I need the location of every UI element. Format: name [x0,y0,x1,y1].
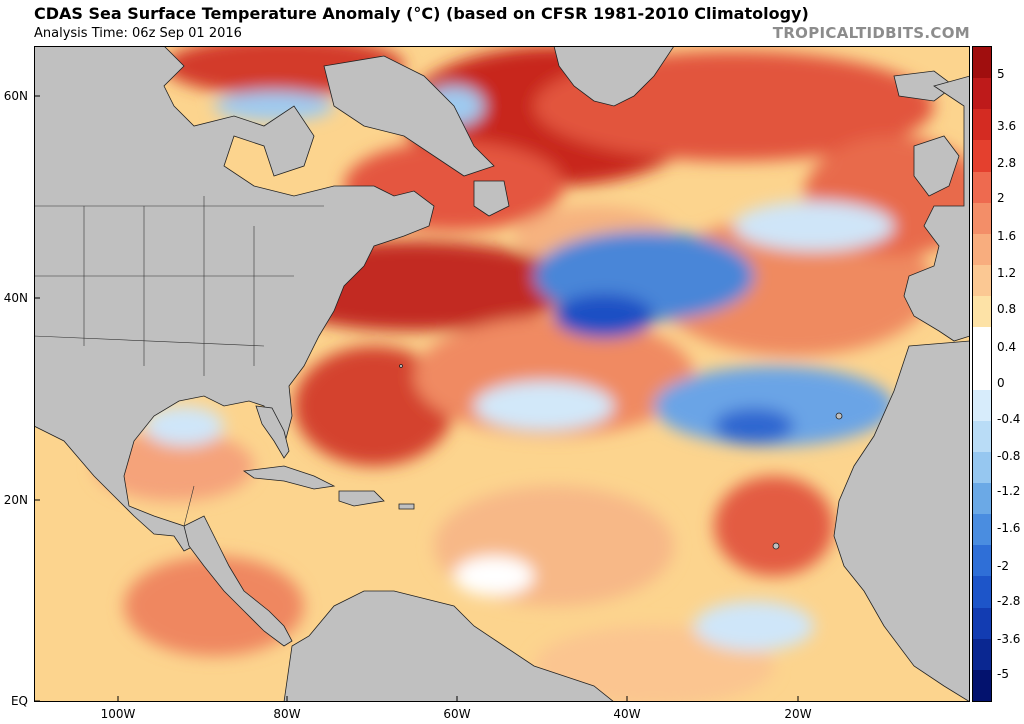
colorbar-segment [973,358,991,391]
british-isles [913,135,960,197]
colorbar-segment [973,607,991,640]
south-america-landmass [283,590,615,702]
colorbar-label: 5 [997,67,1005,81]
central-america-landmass [183,515,293,647]
canary-islands [835,412,843,420]
labrador-landmass [323,55,495,177]
lon-label-100w: 100W [100,707,136,721]
colorbar-segment [973,265,991,297]
cuba-island [242,465,336,490]
puerto-rico-island [398,503,415,510]
lat-label-40n: 40N [3,291,28,305]
colorbar-label: -5 [997,667,1009,681]
colorbar-label: 1.2 [997,266,1017,280]
colorbar-segment [973,202,991,235]
colorbar-label: 0.8 [997,302,1017,316]
colorbar-label: 2.8 [997,156,1017,170]
state-borders [34,196,324,527]
lat-label-20n: 20N [3,493,28,507]
land-masses [34,46,970,702]
hispaniola-island [338,490,385,507]
colorbar-segment [973,109,991,141]
colorbar-label: -3.6 [997,632,1021,646]
colorbar-label: -2.8 [997,594,1021,608]
map-frame [34,46,970,702]
lon-label-60w: 60W [443,707,471,721]
lon-label-40w: 40W [613,707,641,721]
colorbar-segment [973,514,991,546]
colorbar-label: -1.2 [997,484,1021,498]
colorbar-segment [973,171,991,204]
colorbar-label: -2 [997,559,1009,573]
colorbar-label: 2 [997,191,1005,205]
lat-label-eq: EQ [10,694,28,708]
analysis-time: Analysis Time: 06z Sep 01 2016 [34,26,242,41]
lon-label-80w: 80W [273,707,301,721]
africa-landmass [833,340,970,702]
colorbar-segment [973,78,991,110]
sst-anomaly-map [34,46,970,702]
colorbar-segment [973,296,991,328]
colorbar-segment [973,140,991,173]
colorbar-label: 1.6 [997,229,1017,243]
lat-label-60n: 60N [3,89,28,103]
colorbar-label: 3.6 [997,119,1017,133]
colorbar-label: -0.8 [997,449,1021,463]
europe-landmass [903,75,970,342]
colorbar-segment [973,389,991,422]
greenland-landmass [553,46,675,107]
colorbar-segment [973,327,991,359]
lon-label-20w: 20W [784,707,812,721]
colorbar-segment [973,451,991,484]
colorbar-segment [973,576,991,609]
site-watermark: TROPICALTIDBITS.COM [772,24,970,42]
colorbar-segment [973,47,991,79]
colorbar-segment [973,638,991,671]
iceland-island [893,70,955,102]
colorbar-legend [972,46,992,702]
colorbar-segment [973,233,991,266]
cape-verde-islands [772,542,780,550]
colorbar-label: 0 [997,376,1005,390]
colorbar-segment [973,669,991,702]
colorbar-segment [973,420,991,453]
colorbar-label: 0.4 [997,340,1017,354]
newfoundland-island [473,180,510,217]
colorbar-segment [973,545,991,577]
bermuda-island [399,364,403,368]
map-title: CDAS Sea Surface Temperature Anomaly (°C… [34,4,809,23]
colorbar-label: -0.4 [997,412,1021,426]
colorbar-segment [973,483,991,515]
colorbar-label: -1.6 [997,521,1021,535]
florida-peninsula [255,405,290,459]
